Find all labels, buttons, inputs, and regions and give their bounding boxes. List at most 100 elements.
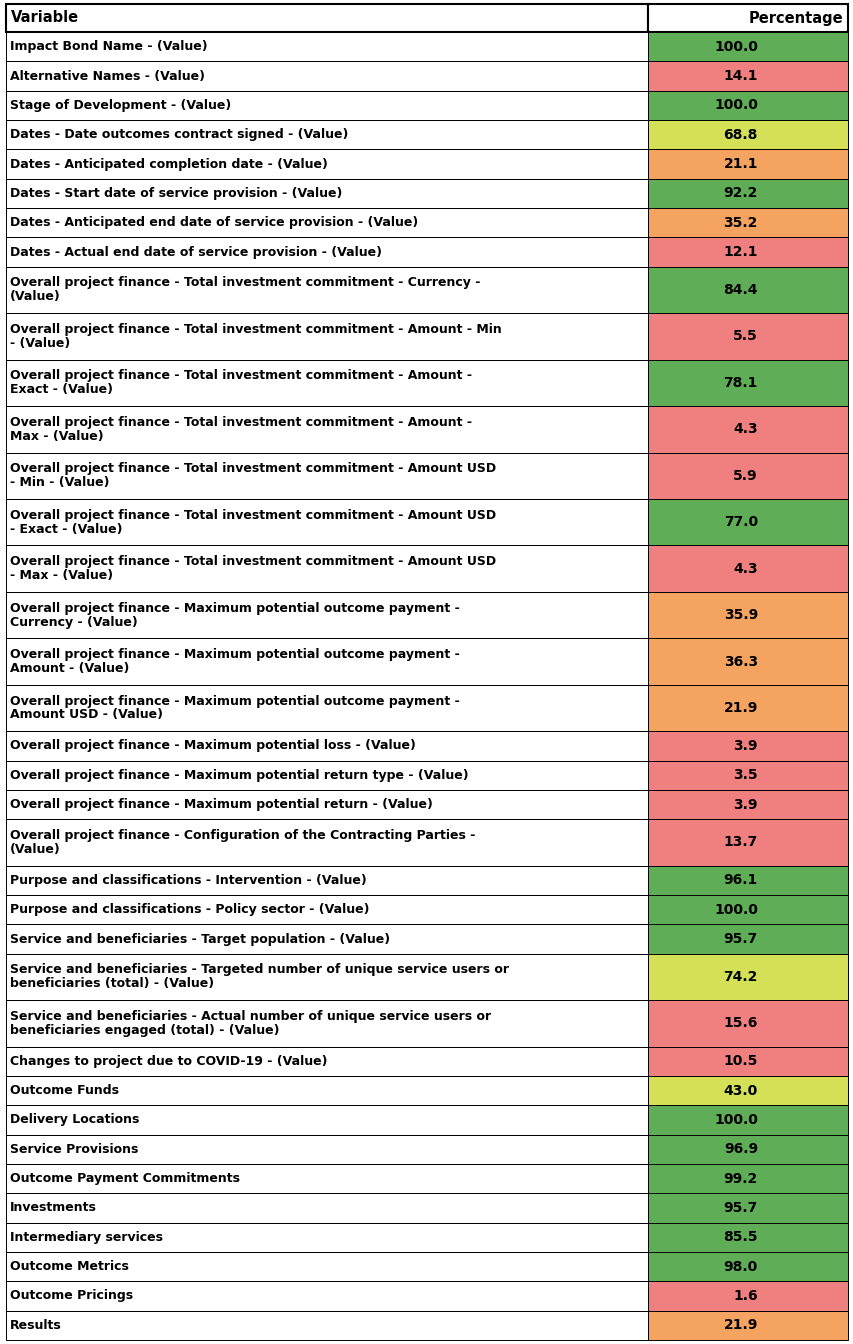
Bar	[647, 1310, 847, 1340]
Bar	[647, 120, 847, 149]
Text: 15.6: 15.6	[722, 1016, 757, 1031]
Bar	[647, 866, 847, 895]
Text: 98.0: 98.0	[722, 1259, 757, 1274]
Bar	[6, 546, 647, 591]
Text: (Value): (Value)	[10, 290, 61, 304]
Text: Stage of Development - (Value): Stage of Development - (Value)	[10, 99, 231, 112]
Text: Outcome Payment Commitments: Outcome Payment Commitments	[10, 1172, 240, 1185]
Bar	[647, 954, 847, 1000]
Bar	[6, 731, 647, 761]
Bar	[647, 895, 847, 925]
Text: 85.5: 85.5	[722, 1230, 757, 1245]
Text: 5.5: 5.5	[733, 329, 757, 343]
Bar	[6, 149, 647, 179]
Bar	[6, 1223, 647, 1253]
Bar	[6, 1281, 647, 1310]
Bar	[6, 1077, 647, 1105]
Text: Overall project finance - Total investment commitment - Amount - Min: Overall project finance - Total investme…	[10, 323, 502, 336]
Bar	[647, 32, 847, 62]
Bar	[6, 238, 647, 266]
Bar	[647, 453, 847, 499]
Text: Dates - Anticipated completion date - (Value): Dates - Anticipated completion date - (V…	[10, 157, 328, 171]
Bar	[6, 761, 647, 790]
Bar	[6, 591, 647, 638]
Text: 21.9: 21.9	[722, 1318, 757, 1332]
Bar	[6, 1193, 647, 1223]
Bar	[647, 925, 847, 954]
Bar	[647, 4, 847, 32]
Bar	[647, 360, 847, 406]
Bar	[647, 820, 847, 866]
Text: 43.0: 43.0	[722, 1083, 757, 1098]
Text: 92.2: 92.2	[722, 187, 757, 200]
Text: 100.0: 100.0	[713, 40, 757, 54]
Text: (Value): (Value)	[10, 843, 61, 856]
Bar	[647, 1105, 847, 1134]
Bar	[6, 1047, 647, 1077]
Text: 95.7: 95.7	[722, 931, 757, 946]
Text: Purpose and classifications - Intervention - (Value): Purpose and classifications - Interventi…	[10, 874, 366, 887]
Bar	[6, 313, 647, 360]
Text: 3.5: 3.5	[733, 769, 757, 782]
Text: 3.9: 3.9	[733, 797, 757, 812]
Text: Delivery Locations: Delivery Locations	[10, 1113, 139, 1126]
Text: 35.2: 35.2	[722, 215, 757, 230]
Bar	[647, 1223, 847, 1253]
Bar	[6, 866, 647, 895]
Text: Overall project finance - Total investment commitment - Amount USD: Overall project finance - Total investme…	[10, 462, 496, 476]
Bar	[647, 1193, 847, 1223]
Bar	[647, 761, 847, 790]
Text: 84.4: 84.4	[722, 284, 757, 297]
Text: Overall project finance - Total investment commitment - Amount -: Overall project finance - Total investme…	[10, 370, 472, 382]
Text: 99.2: 99.2	[722, 1172, 757, 1185]
Text: Amount USD - (Value): Amount USD - (Value)	[10, 708, 163, 722]
Text: 21.1: 21.1	[722, 157, 757, 171]
Text: Overall project finance - Maximum potential outcome payment -: Overall project finance - Maximum potent…	[10, 648, 459, 661]
Text: Max - (Value): Max - (Value)	[10, 430, 103, 442]
Text: Exact - (Value): Exact - (Value)	[10, 383, 113, 396]
Text: beneficiaries (total) - (Value): beneficiaries (total) - (Value)	[10, 977, 214, 991]
Text: Overall project finance - Maximum potential outcome payment -: Overall project finance - Maximum potent…	[10, 695, 459, 707]
Bar	[647, 208, 847, 238]
Bar	[6, 925, 647, 954]
Text: 14.1: 14.1	[722, 69, 757, 83]
Text: 35.9: 35.9	[722, 607, 757, 622]
Text: 96.9: 96.9	[723, 1142, 757, 1156]
Text: 78.1: 78.1	[722, 376, 757, 390]
Bar	[647, 685, 847, 731]
Text: 4.3: 4.3	[733, 422, 757, 437]
Bar	[6, 360, 647, 406]
Bar	[6, 32, 647, 62]
Text: 36.3: 36.3	[723, 655, 757, 668]
Bar	[6, 1164, 647, 1193]
Bar	[6, 62, 647, 90]
Bar	[647, 638, 847, 685]
Text: Purpose and classifications - Policy sector - (Value): Purpose and classifications - Policy sec…	[10, 903, 369, 917]
Text: Amount - (Value): Amount - (Value)	[10, 663, 129, 675]
Text: Outcome Pricings: Outcome Pricings	[10, 1289, 133, 1302]
Text: 10.5: 10.5	[722, 1054, 757, 1068]
Bar	[647, 1164, 847, 1193]
Bar	[647, 1253, 847, 1281]
Bar	[647, 1000, 847, 1047]
Bar	[6, 266, 647, 313]
Text: Overall project finance - Maximum potential return - (Value): Overall project finance - Maximum potent…	[10, 798, 432, 810]
Bar	[647, 1281, 847, 1310]
Bar	[6, 1310, 647, 1340]
Text: 100.0: 100.0	[713, 1113, 757, 1128]
Bar	[6, 954, 647, 1000]
Bar	[647, 731, 847, 761]
Text: Percentage: Percentage	[747, 11, 842, 26]
Bar	[6, 90, 647, 120]
Text: Dates - Start date of service provision - (Value): Dates - Start date of service provision …	[10, 187, 342, 200]
Text: - (Value): - (Value)	[10, 337, 70, 349]
Text: 12.1: 12.1	[722, 245, 757, 259]
Bar	[6, 895, 647, 925]
Text: Overall project finance - Maximum potential loss - (Value): Overall project finance - Maximum potent…	[10, 739, 415, 753]
Text: Overall project finance - Configuration of the Contracting Parties -: Overall project finance - Configuration …	[10, 829, 475, 841]
Text: Variable: Variable	[11, 11, 79, 26]
Text: 68.8: 68.8	[722, 128, 757, 141]
Bar	[6, 1253, 647, 1281]
Text: Overall project finance - Total investment commitment - Currency -: Overall project finance - Total investme…	[10, 277, 480, 289]
Text: Overall project finance - Total investment commitment - Amount USD: Overall project finance - Total investme…	[10, 509, 496, 521]
